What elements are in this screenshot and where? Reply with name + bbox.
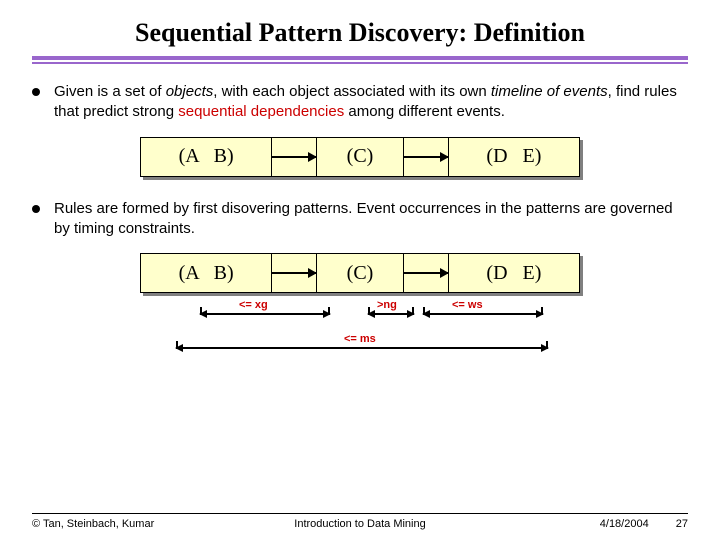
footer: © Tan, Steinbach, Kumar Introduction to …	[32, 513, 688, 530]
bullet-2: Rules are formed by first disovering pat…	[32, 199, 688, 240]
constraint-span-ws	[423, 313, 543, 315]
tick	[176, 341, 178, 349]
constraint-span-ng	[368, 313, 414, 315]
text-segment: , with each object associated with its o…	[213, 83, 491, 100]
event-cell: (C)	[317, 138, 404, 176]
event-cell: (D E)	[449, 254, 579, 292]
text-segment: among different events.	[344, 103, 505, 120]
arrow-icon	[404, 138, 447, 176]
slide: Sequential Pattern Discovery: Definition…	[0, 0, 720, 540]
text-segment: timeline of events	[491, 83, 608, 100]
text-segment: objects	[166, 83, 214, 100]
bullet-1: Given is a set of objects, with each obj…	[32, 82, 688, 123]
constraint-label-ng: >ng	[377, 299, 397, 311]
event-cell: (A B)	[141, 138, 271, 176]
text-segment: Given is a set of	[54, 83, 166, 100]
text-segment: sequential dependencies	[178, 103, 344, 120]
footer-title: Introduction to Data Mining	[251, 518, 470, 530]
constraint-span-ms	[176, 347, 548, 349]
event-cell: (C)	[317, 254, 404, 292]
tick	[328, 307, 330, 315]
bullet-icon	[32, 205, 40, 213]
tick	[412, 307, 414, 315]
event-sequence-1: (A B) (C) (D E)	[140, 137, 580, 177]
tick	[541, 307, 543, 315]
tick	[368, 307, 370, 315]
bullet-icon	[32, 88, 40, 96]
text-segment: Rules are formed by first disovering pat…	[54, 200, 673, 237]
event-boxes: (A B) (C) (D E)	[140, 137, 580, 177]
event-cell: (A B)	[141, 254, 271, 292]
arrow-icon	[272, 138, 315, 176]
constraint-label-ms: <= ms	[344, 333, 376, 345]
arrow-icon	[272, 254, 315, 292]
event-boxes: (A B) (C) (D E)	[140, 253, 580, 293]
event-sequence-2: (A B) (C) (D E) <= xg >ng <= ws <= ms	[140, 253, 580, 359]
constraint-span-xg	[200, 313, 330, 315]
timing-constraints: <= xg >ng <= ws <= ms	[140, 299, 580, 359]
title-underline	[32, 56, 688, 64]
arrow-icon	[404, 254, 447, 292]
footer-copyright: © Tan, Steinbach, Kumar	[32, 518, 251, 530]
footer-page: 27	[676, 518, 688, 530]
bullet-2-text: Rules are formed by first disovering pat…	[54, 199, 688, 240]
tick	[423, 307, 425, 315]
slide-title: Sequential Pattern Discovery: Definition	[32, 18, 688, 48]
bullet-1-text: Given is a set of objects, with each obj…	[54, 82, 688, 123]
footer-date: 4/18/2004	[600, 518, 649, 530]
constraint-label-ws: <= ws	[452, 299, 483, 311]
tick	[200, 307, 202, 315]
footer-right: 4/18/2004 27	[469, 518, 688, 530]
tick	[546, 341, 548, 349]
event-cell: (D E)	[449, 138, 579, 176]
constraint-label-xg: <= xg	[239, 299, 268, 311]
